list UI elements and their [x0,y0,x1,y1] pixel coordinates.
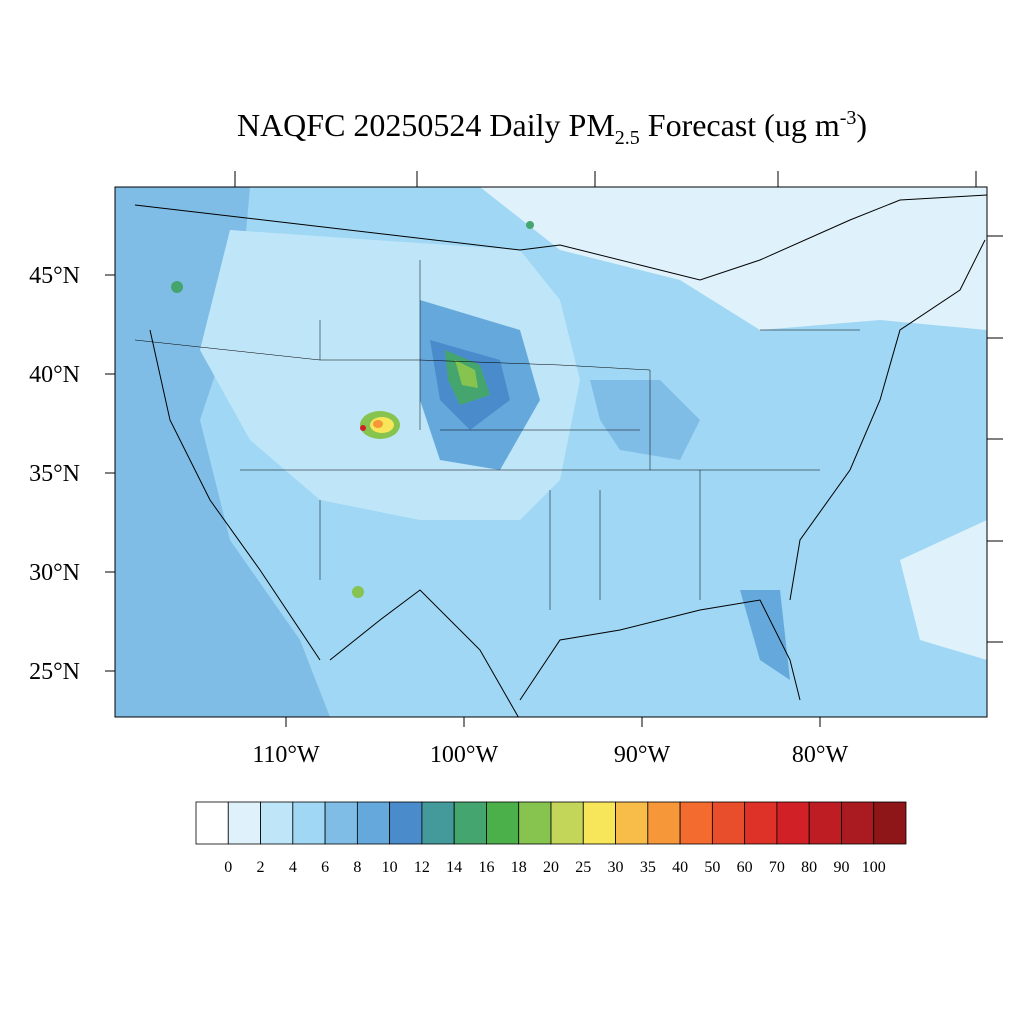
colorbar: 0 2 4 6 8 10 12 14 16 18 20 25 30 35 40 50 60 70 80 90 100 [195,801,907,876]
colorbar-box [808,801,842,845]
atlantic-field [900,520,987,660]
colorbar-box [292,801,326,845]
map [105,171,1003,727]
canada-field [480,187,987,330]
colorbar-box [324,801,358,845]
colorbar-box [356,801,391,845]
colorbar-box [195,801,229,845]
hotspot [526,221,534,229]
axis-ticks [105,171,1003,727]
colorbar-label: 90 [833,859,849,876]
colorbar-box [711,801,746,845]
colorbar-box [550,801,584,845]
axis-labels: 45°N 40°N 35°N 30°N 25°N 110°W 100°W 90°W 80°W [29,263,848,768]
colorbar-label: 35 [640,859,656,876]
colorbar-box [647,801,681,845]
colorbar-box [615,801,649,845]
colorbar-box [486,801,520,845]
colorbar-label: 0 [224,859,232,876]
lon-label: 110°W [252,742,320,768]
lon-label: 80°W [792,742,849,768]
lat-label: 35°N [29,461,80,487]
colorbar-label: 25 [575,859,591,876]
colorbar-box [841,801,875,845]
hotspot [171,281,183,293]
fire-spot [360,425,366,431]
colorbar-label: 30 [608,859,624,876]
colorbar-label: 18 [511,859,527,876]
colorbar-box [873,801,907,845]
colorbar-label: 70 [769,859,785,876]
lat-label: 25°N [29,659,80,685]
colorbar-label: 40 [672,859,688,876]
colorbar-box [227,801,261,845]
colorbar-label: 20 [543,859,559,876]
map-field [115,187,987,717]
pacific-field [115,187,330,717]
colorbar-label: 2 [257,859,265,876]
colorbar-label: 8 [353,859,361,876]
midwest-field [590,380,700,460]
colorbar-box [518,801,552,845]
colorbar-label: 50 [704,859,720,876]
state-borders [134,260,860,610]
colorbar-box [744,801,778,845]
title-sub: 2.5 [615,127,640,149]
lon-label: 90°W [614,742,671,768]
title-main: NAQFC 20250524 Daily PM [237,107,615,143]
title-sup: -3 [840,107,857,129]
colorbar-label: 6 [321,859,329,876]
colorbar-label: 4 [289,859,297,876]
title: NAQFC 20250524 Daily PM2.5 Forecast (ug … [237,107,867,149]
colorbar-box [260,801,294,845]
colorbar-label: 60 [737,859,753,876]
colorbar-box [421,801,455,845]
colorbar-box [582,801,616,845]
colorbar-label: 100 [862,859,886,876]
hotspot [352,586,364,598]
lat-label: 40°N [29,362,80,388]
plume-core [455,360,478,388]
lat-label: 30°N [29,560,80,586]
title-end: ) [856,107,867,143]
coastline [134,194,987,717]
fire-peak [373,420,383,428]
lon-label: 100°W [430,742,499,768]
colorbar-box [776,801,810,845]
map-frame [114,186,988,718]
title-rest: Forecast (ug m [640,107,840,143]
florida-field [740,590,790,680]
colorbar-label: 12 [414,859,430,876]
colorbar-label: 80 [801,859,817,876]
colorbar-box [453,801,487,845]
colorbar-box [389,801,423,845]
colorbar-box [679,801,713,845]
colorbar-label: 14 [446,859,462,876]
colorbar-label: 10 [382,859,398,876]
lat-label: 45°N [29,263,80,289]
colorbar-label: 16 [478,859,494,876]
